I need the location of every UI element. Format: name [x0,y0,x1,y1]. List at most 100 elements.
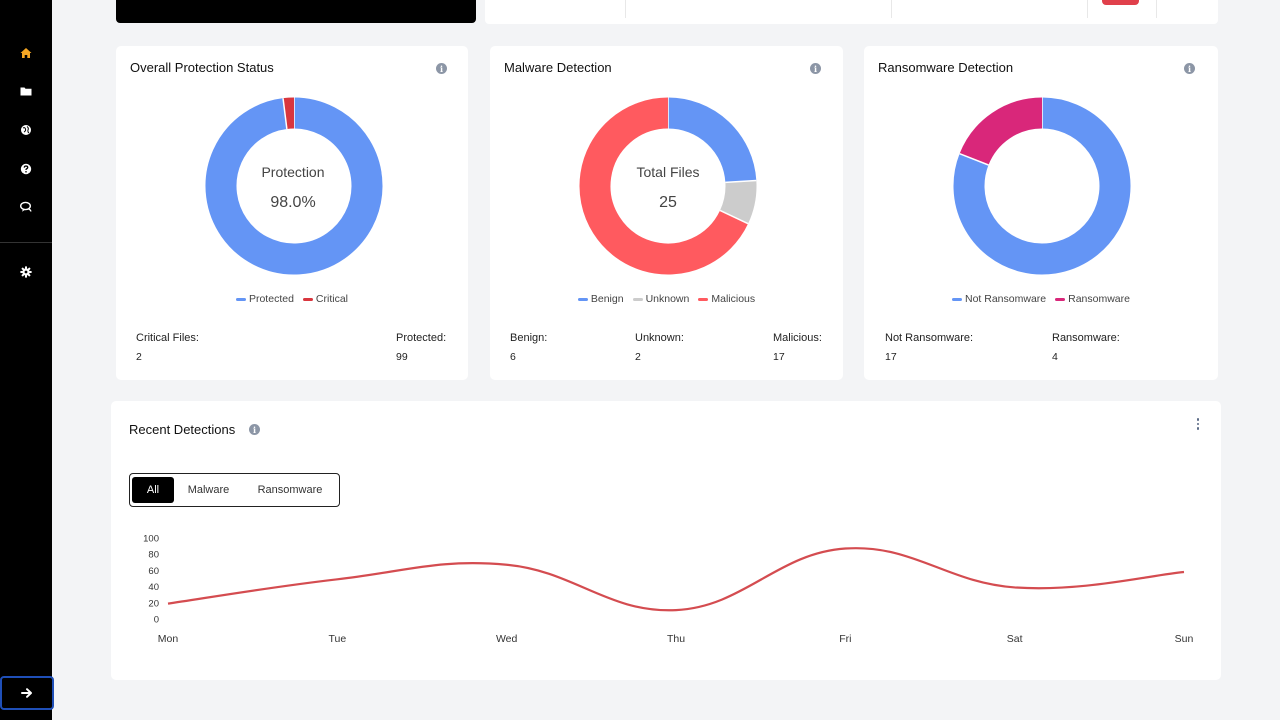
legend-item-not-ransomware[interactable]: Not Ransomware [952,293,1046,305]
sidebar-item-messages[interactable] [0,194,52,220]
top-separator [891,0,892,18]
malware-detection-card: Malware Detection i Total Files 25 Benig… [490,46,843,380]
slice-protected[interactable] [205,97,383,275]
legend-item-ransomware[interactable]: Ransomware [1055,293,1130,305]
legend-item-unknown[interactable]: Unknown [632,293,690,305]
sidebar-item-files[interactable] [0,78,52,104]
info-icon[interactable]: i [249,424,260,435]
slice-separator [959,152,989,166]
slice-separator [719,209,749,225]
card-title: Recent Detections [129,422,236,437]
stat-value: 2 [635,351,641,363]
top-banner [116,0,476,23]
stat-unknown: Unknown: 2 [635,332,684,363]
top-separator [1087,0,1088,18]
data-point-wed[interactable] [504,562,510,568]
slice-benign[interactable] [667,97,757,184]
stat-value: 17 [773,351,785,363]
more-options-icon[interactable] [1193,417,1203,431]
chart-legend: Not Ransomware Ransomware [864,293,1218,305]
stat-not-ransomware: Not Ransomware: 17 [885,332,973,363]
protection-donut-chart [205,97,383,275]
card-title: Ransomware Detection [878,60,1014,75]
legend-label: Malicious [711,293,756,305]
top-separator [1156,0,1157,18]
x-tick-label: Sun [1175,633,1194,645]
data-point-fri[interactable] [842,546,848,552]
legend-item-protected[interactable]: Protected [235,293,294,305]
sidebar-item-home[interactable] [0,40,52,66]
stat-value: 4 [1052,351,1058,363]
stat-malicious: Malicious: 17 [773,332,822,363]
legend-swatch [952,297,962,301]
y-tick-label: 0 [154,615,159,626]
info-icon[interactable]: i [1184,63,1195,74]
stat-ransomware: Ransomware: 4 [1052,332,1120,363]
donut-center-label: Total Files [636,164,700,180]
globe-icon [21,125,31,135]
sidebar-expand-button[interactable] [0,676,54,710]
top-summary-card [485,0,1218,24]
slice-unknown[interactable] [719,180,757,224]
data-point-sat[interactable] [1012,584,1018,590]
x-tick-label: Fri [839,633,851,645]
tab-malware[interactable]: Malware [187,484,230,496]
stat-value: 17 [885,351,897,363]
y-tick-label: 20 [148,598,159,609]
slice-separator [282,98,288,130]
tab-ransomware[interactable]: Ransomware [257,484,323,496]
legend-swatch [577,297,588,301]
stat-value: 6 [510,351,516,363]
slice-ransomware[interactable] [959,97,1043,166]
arrow-right-icon [21,688,32,698]
stat-protected: Protected: 99 [396,332,446,363]
legend-item-benign[interactable]: Benign [577,293,624,305]
y-tick-label: 100 [143,534,159,545]
slice-malicious[interactable] [579,97,749,275]
slice-critical[interactable] [283,97,295,129]
legend-label: Unknown [645,293,690,305]
stat-benign: Benign: 6 [510,332,547,363]
top-action-button[interactable] [1102,0,1139,5]
tab-all[interactable]: All [132,477,174,503]
data-point-tue[interactable] [334,576,340,582]
card-title: Malware Detection [504,60,612,75]
stat-label: Not Ransomware: [885,332,974,344]
slice-separator [725,179,757,184]
legend-swatch [632,297,643,301]
stat-critical-files: Critical Files: 2 [136,332,199,363]
chart-legend: Benign Unknown Malicious [490,293,843,305]
detections-series-line[interactable] [167,547,1185,612]
x-tick-label: Thu [667,633,685,645]
stat-label: Critical Files: [136,332,199,344]
legend-label: Not Ransomware [965,293,1047,305]
stat-label: Ransomware: [1052,332,1120,344]
data-point-mon[interactable] [165,601,171,607]
stat-value: 2 [136,351,142,363]
slice-not-ransomware[interactable] [953,97,1131,275]
protection-status-card: Overall Protection Status i Protection 9… [116,46,468,380]
data-point-sun[interactable] [1181,569,1187,575]
sidebar-item-settings[interactable] [0,259,52,285]
legend-swatch [235,297,246,301]
stat-label: Malicious: [773,332,822,344]
chat-icon [20,201,32,212]
ransomware-donut-chart [953,97,1131,275]
info-icon[interactable]: i [810,63,821,74]
gear-icon [20,266,32,278]
legend-item-critical[interactable]: Critical [302,293,348,305]
x-tick-label: Tue [328,633,346,645]
top-separator [625,0,626,18]
data-point-thu[interactable] [673,607,679,613]
sidebar-item-help[interactable] [0,156,52,182]
ransomware-detection-card: Ransomware Detection i Not Ransomware Ra… [864,46,1218,380]
info-icon[interactable]: i [436,63,447,74]
y-tick-label: 80 [148,550,159,561]
legend-item-malicious[interactable]: Malicious [698,293,755,305]
recent-detections-line-chart: 0 20 40 60 80 100 Mon Tue Wed Thu Fri Sat Sun [143,534,1194,646]
detection-type-tabs: All Malware Ransomware [129,473,340,507]
stat-label: Benign: [510,332,548,344]
stat-value: 99 [396,351,408,363]
sidebar-item-network[interactable] [0,117,52,143]
card-title: Overall Protection Status [130,60,274,75]
